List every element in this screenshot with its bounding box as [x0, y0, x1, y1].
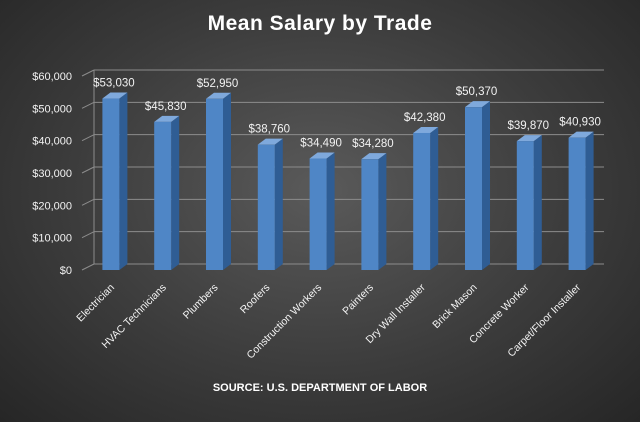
gridline-depth [81, 134, 95, 142]
gridline-depth [81, 101, 95, 109]
gridline-depth [81, 198, 95, 206]
y-tick-label: $50,000 [32, 103, 72, 115]
bar-front [102, 98, 120, 270]
bar [361, 153, 387, 270]
y-tick-label: $30,000 [32, 168, 72, 180]
bar-front [361, 159, 379, 270]
y-tick-label: $0 [60, 265, 72, 277]
bar-side [378, 153, 387, 270]
gridline-depth [81, 166, 95, 174]
data-label: $38,760 [249, 124, 291, 136]
bar-top [257, 138, 283, 145]
gridline-depth [81, 263, 95, 271]
data-label: $34,490 [300, 137, 342, 149]
x-tick-label: Plumbers [181, 282, 221, 322]
bar-front [309, 158, 327, 270]
bar-top [465, 101, 490, 108]
bar [206, 92, 231, 270]
data-label: $42,380 [404, 112, 446, 124]
data-labels: $53,030 $45,830 $52,950 $38,760 $34,490 $34,2… [93, 78, 601, 151]
gridline-depth [81, 69, 95, 77]
bar [568, 131, 594, 270]
bar-top [413, 126, 439, 133]
bar-top [309, 152, 335, 159]
chart-title: Mean Salary by Trade [207, 12, 433, 35]
bar-side [223, 92, 231, 270]
bars [102, 92, 594, 271]
bar [257, 138, 283, 270]
bar [309, 152, 335, 270]
bar-side [533, 135, 542, 270]
bar-top [361, 153, 387, 160]
x-tick-label: Painters [340, 282, 376, 318]
source-note: SOURCE: U.S. DEPARTMENT OF LABOR [212, 382, 428, 394]
bar-top [154, 115, 180, 122]
data-label: $40,930 [559, 117, 601, 129]
data-label: $50,370 [456, 86, 498, 98]
bar-side [585, 131, 594, 270]
data-label: $45,830 [145, 101, 187, 113]
y-axis-ticks: $0 $10,000 $20,000 $30,000 $40,000 $50,000 $60… [32, 71, 72, 277]
bar [465, 101, 490, 271]
bar-top [568, 131, 594, 138]
bar-front [516, 141, 534, 270]
x-tick-label: Roofers [238, 282, 272, 316]
bar-side [326, 152, 335, 270]
data-label: $39,870 [508, 120, 550, 132]
bar-top [206, 92, 231, 99]
bar-side [482, 101, 490, 271]
bar-side [119, 92, 128, 270]
bar [154, 115, 180, 270]
bar [516, 135, 542, 270]
bar-front [206, 98, 223, 270]
bar-front [154, 121, 172, 270]
y-tick-label: $20,000 [32, 200, 72, 212]
bar-front [413, 132, 431, 270]
data-label: $53,030 [93, 78, 135, 90]
data-label: $52,950 [197, 78, 239, 90]
y-tick-label: $10,000 [32, 233, 72, 245]
bar-front [257, 144, 275, 270]
data-label: $34,280 [352, 138, 394, 150]
bar-side [430, 126, 439, 270]
bar-top [516, 135, 542, 142]
x-tick-label: Brick Mason [430, 282, 479, 331]
bar-side [171, 115, 180, 270]
x-tick-label: Electrician [74, 282, 117, 325]
bar-top [102, 92, 128, 99]
bar-front [465, 107, 482, 271]
bar [102, 92, 128, 270]
gridline-depth [81, 231, 95, 239]
bar-side [274, 138, 283, 270]
bar [413, 126, 439, 270]
y-tick-label: $40,000 [32, 136, 72, 148]
y-tick-label: $60,000 [32, 71, 72, 83]
bar-front [568, 137, 586, 270]
